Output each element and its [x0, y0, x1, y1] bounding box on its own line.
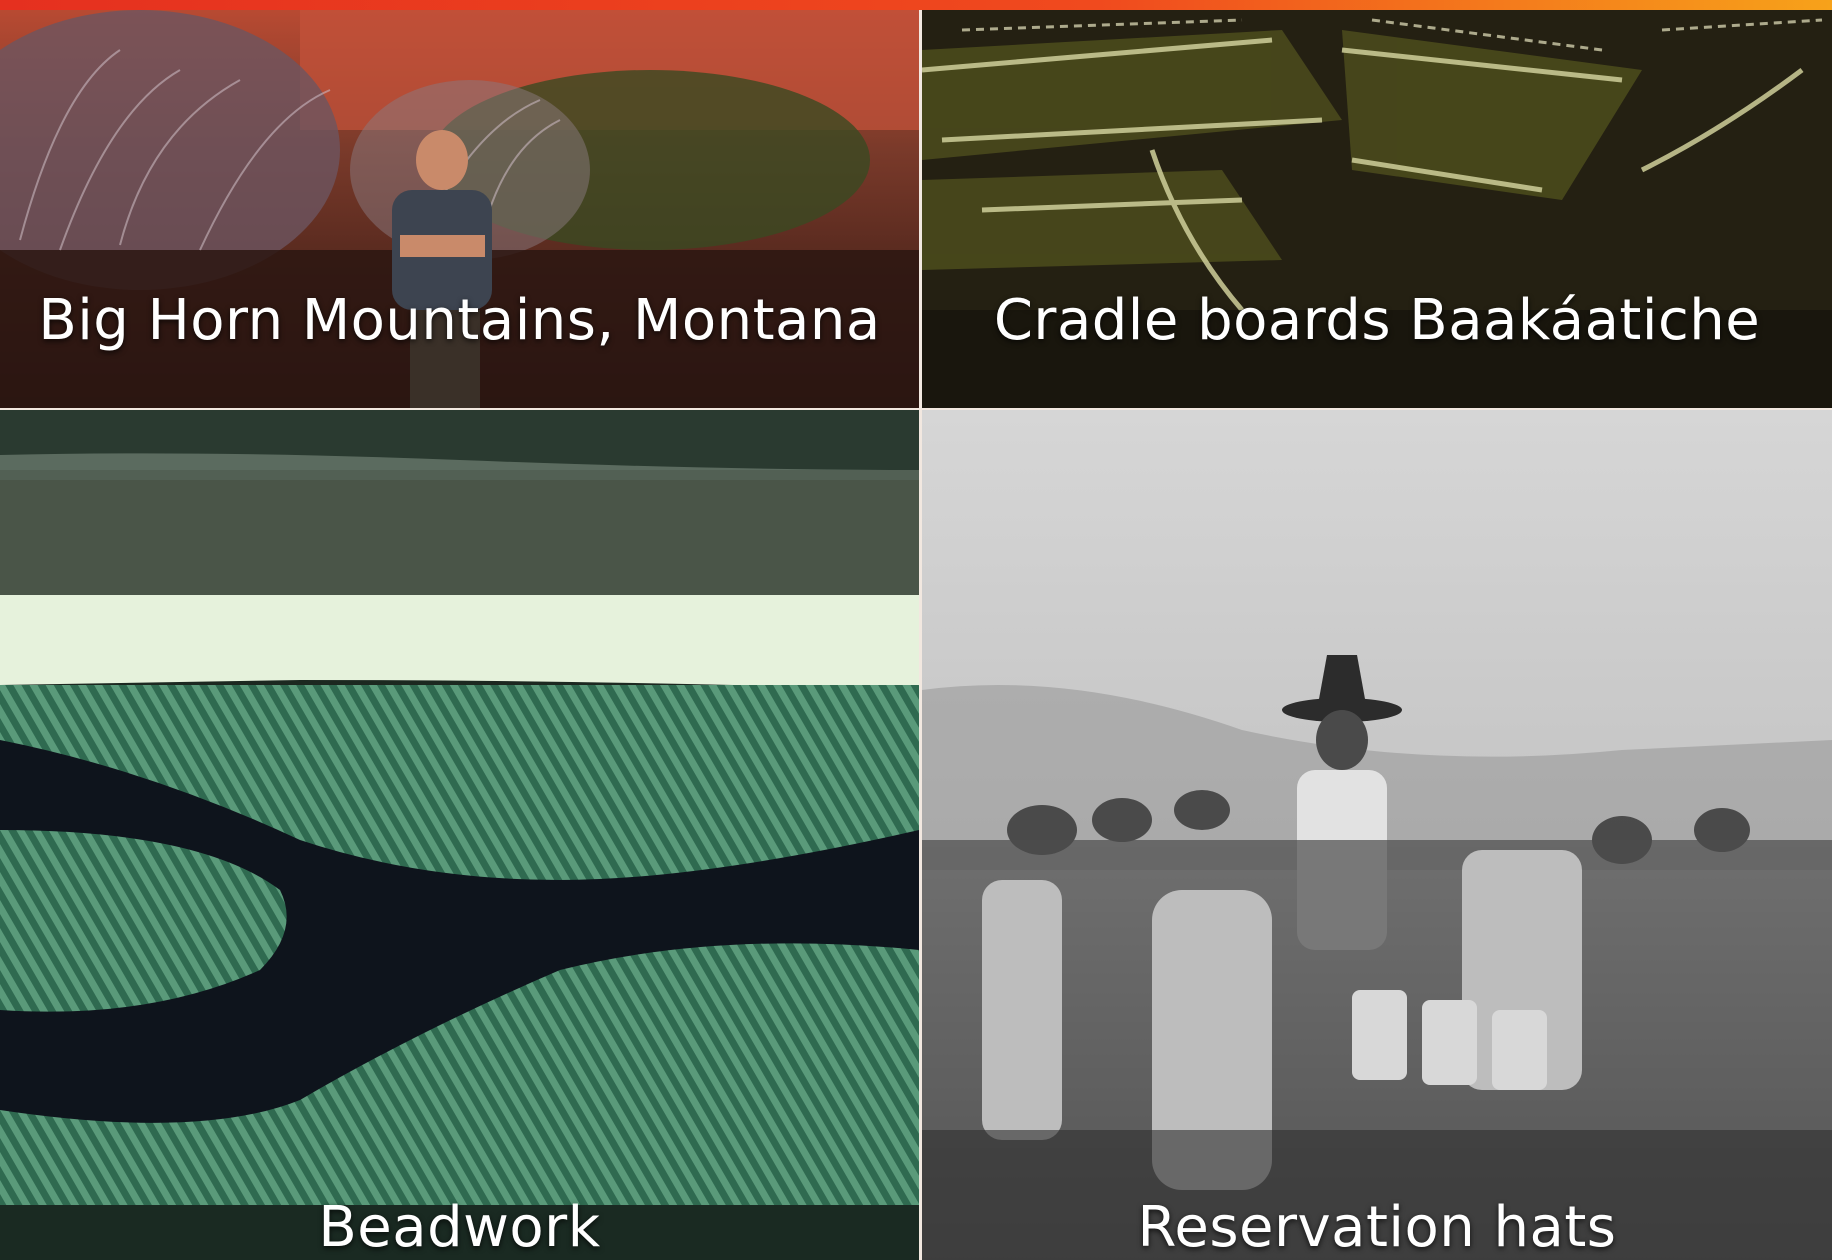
top-accent-bar [0, 0, 1832, 10]
caption-reservation-hats: Reservation hats [1137, 1195, 1617, 1260]
thumbnail-cradle-boards[interactable]: Cradle boards Baakáatiche [922, 10, 1832, 408]
cradle-boards-image [922, 10, 1832, 408]
big-horn-mountains-image [0, 10, 919, 408]
caption-cradle-boards: Cradle boards Baakáatiche [993, 288, 1761, 353]
caption-big-horn-mountains: Big Horn Mountains, Montana [38, 288, 881, 353]
boy-figure [392, 130, 492, 408]
thumbnail-beadwork[interactable]: Beadwork [0, 410, 921, 1260]
thumbnail-reservation-hats[interactable]: Reservation hats [922, 410, 1832, 1260]
caption-beadwork: Beadwork [318, 1195, 601, 1260]
reservation-hats-image [922, 410, 1832, 1260]
video-thumbnail-grid: Big Horn Mountains, Montana Cradle boar [0, 10, 1832, 1260]
beadwork-image [0, 410, 919, 1260]
thumbnail-big-horn-mountains[interactable]: Big Horn Mountains, Montana [0, 10, 921, 408]
